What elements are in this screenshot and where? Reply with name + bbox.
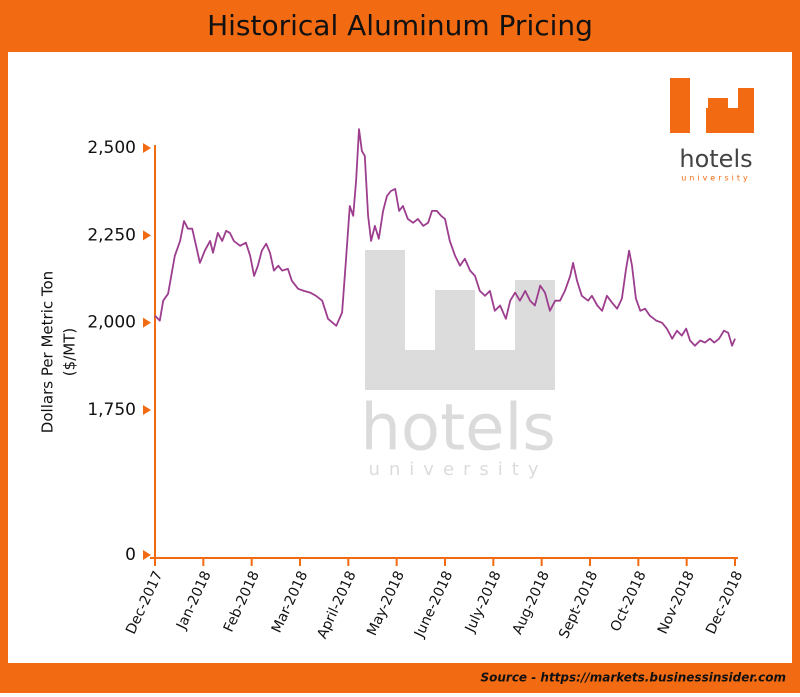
logo: hotels university <box>670 78 754 183</box>
logo-tagline: university <box>681 174 751 183</box>
chart-title: Historical Aluminum Pricing <box>207 9 593 42</box>
y-tick <box>143 143 151 153</box>
y-axis-label: ($/MT) <box>61 328 79 376</box>
y-axis-label: Dollars Per Metric Ton <box>39 271 57 433</box>
watermark-name: hotels <box>360 392 555 466</box>
y-tick <box>143 405 151 415</box>
y-tick-label: 2,000 <box>87 313 136 333</box>
panel <box>8 52 792 663</box>
y-tick <box>143 230 151 241</box>
y-tick <box>143 317 151 328</box>
y-tick-label: 1,750 <box>87 400 136 420</box>
watermark-tagline: university <box>368 459 547 480</box>
y-tick-label: 2,250 <box>87 225 136 245</box>
y-tick-label: 2,500 <box>87 138 136 158</box>
price-line <box>154 128 736 347</box>
y-tick-label: 0 <box>125 545 136 565</box>
logo-name: hotels <box>679 145 752 173</box>
y-tick <box>143 550 151 560</box>
source: Source - https://markets.businessinsider… <box>480 671 786 685</box>
watermark: hotels university <box>360 250 556 480</box>
